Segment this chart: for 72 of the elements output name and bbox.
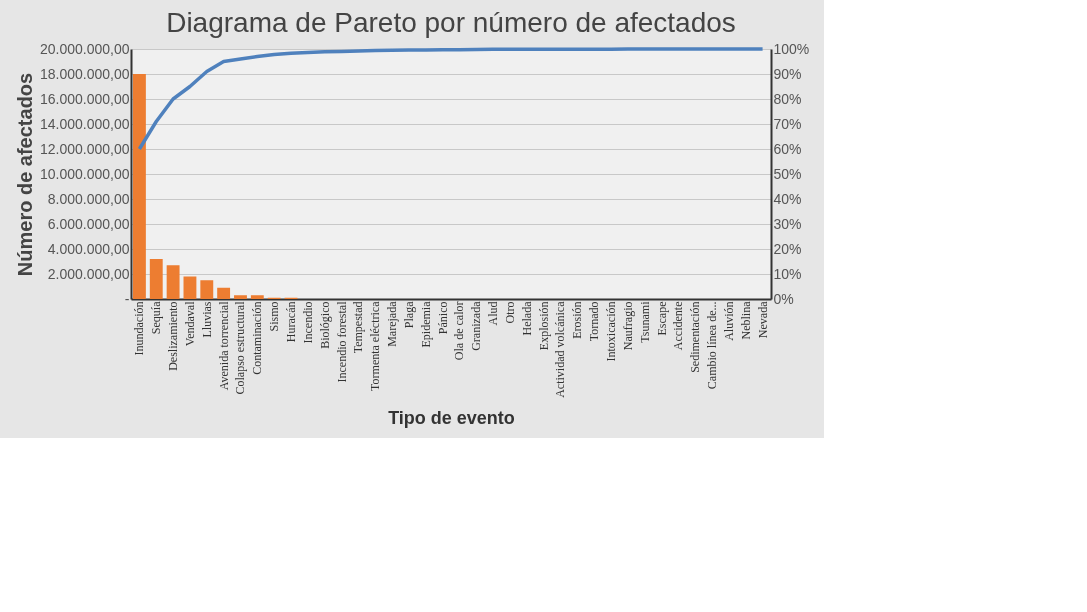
x-tick-label: Sedimentación xyxy=(688,301,703,373)
y-tick-label: 4.000.000,00 xyxy=(47,240,130,257)
x-tick-label: Pánico xyxy=(435,301,450,335)
x-tick-label: Ola de calor xyxy=(452,301,467,361)
x-tick-label: Deslizamiento xyxy=(166,301,181,371)
y-axis-title: Número de afectados xyxy=(13,72,36,277)
x-tick-label: Incendio forestal xyxy=(334,300,349,383)
y2-tick-label: 30% xyxy=(773,215,802,232)
x-tick-label: Colapso estructural xyxy=(233,300,248,395)
y-tick-label: 16.000.000,00 xyxy=(39,90,130,107)
y2-tick-label: 100% xyxy=(773,40,810,57)
y-tick-label: 12.000.000,00 xyxy=(39,140,130,157)
x-tick-label: Epidemia xyxy=(418,300,433,348)
y-tick-label: 8.000.000,00 xyxy=(47,190,130,207)
x-tick-label: Neblina xyxy=(738,300,753,340)
x-tick-label: Erosión xyxy=(570,301,585,339)
x-tick-label: Aluvión xyxy=(721,301,736,341)
y2-tick-label: 90% xyxy=(773,65,802,82)
x-tick-label: Actividad volcánica xyxy=(553,300,568,398)
x-tick-label: Cambio línea de... xyxy=(705,301,720,390)
chart-title: Diagrama de Pareto por número de afectados xyxy=(166,7,736,38)
x-tick-label: Huracán xyxy=(284,301,298,343)
x-tick-label: Plaga xyxy=(401,300,416,329)
x-tick-label: Explosión xyxy=(536,301,551,351)
x-tick-label: Sequía xyxy=(149,300,164,335)
bar xyxy=(200,280,214,299)
y2-tick-label: 0% xyxy=(773,290,794,307)
bar xyxy=(149,259,163,299)
x-tick-label: Tormenta eléctrica xyxy=(368,300,383,391)
x-tick-label: Tempestad xyxy=(351,301,366,354)
x-tick-label: Vendaval xyxy=(182,300,197,347)
x-tick-label: Avenida torrencial xyxy=(216,300,231,391)
y-tick-label: - xyxy=(124,290,130,307)
bar xyxy=(166,265,180,299)
bar xyxy=(234,295,247,299)
y-tick-label: 6.000.000,00 xyxy=(47,215,130,232)
y-tick-label: 20.000.000,00 xyxy=(39,40,130,57)
y-tick-label: 10.000.000,00 xyxy=(39,165,130,182)
y2-tick-label: 20% xyxy=(773,240,802,257)
x-tick-label: Sismo xyxy=(267,301,282,332)
y-tick-label: 2.000.000,00 xyxy=(47,265,130,282)
y-tick-label: 14.000.000,00 xyxy=(39,115,130,132)
x-tick-label: Lluvias xyxy=(199,301,214,338)
x-tick-label: Contaminación xyxy=(250,301,265,375)
x-tick-label: Escape xyxy=(654,301,669,336)
x-tick-label: Intoxicación xyxy=(604,301,618,362)
y2-tick-label: 50% xyxy=(773,165,802,182)
x-tick-label: Biológico xyxy=(317,301,332,349)
x-tick-label: Accidente xyxy=(671,301,686,351)
x-tick-label: Tornado xyxy=(587,301,602,342)
y2-tick-label: 10% xyxy=(773,265,802,282)
x-tick-label: Inundación xyxy=(132,301,147,356)
x-tick-label: Marejada xyxy=(385,300,400,347)
x-tick-label: Incendio xyxy=(300,301,315,344)
y2-tick-label: 80% xyxy=(773,90,802,107)
y2-tick-label: 70% xyxy=(773,115,802,132)
line-series xyxy=(137,47,765,151)
x-tick-label: Granizada xyxy=(469,300,484,351)
bar xyxy=(250,295,264,299)
x-tick-label: Helada xyxy=(519,300,534,336)
x-tick-label: Alud xyxy=(486,301,501,326)
y2-tick-label: 40% xyxy=(773,190,802,207)
bar xyxy=(132,74,146,299)
x-axis-title: Tipo de evento xyxy=(388,407,515,428)
y2-tick-label: 60% xyxy=(773,140,802,157)
bar xyxy=(183,276,197,299)
x-tick-label: Otro xyxy=(502,301,517,324)
x-tick-label: Naufragio xyxy=(620,301,635,351)
bar xyxy=(217,287,231,299)
y-tick-label: 18.000.000,00 xyxy=(39,65,130,82)
x-tick-label: Nevada xyxy=(755,300,770,339)
x-tick-label: Tsunami xyxy=(637,300,652,343)
